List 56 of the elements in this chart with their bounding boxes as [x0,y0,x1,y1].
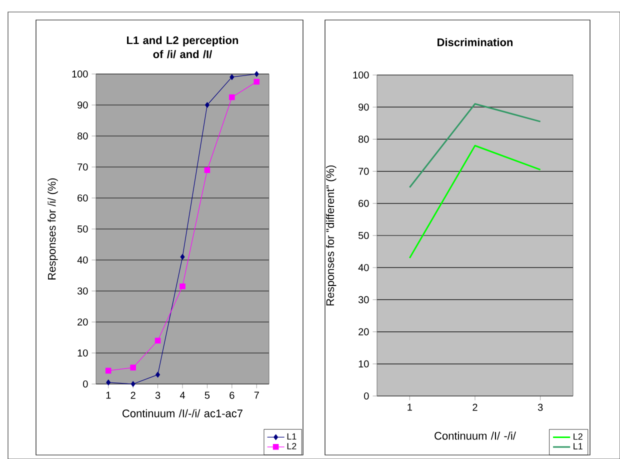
point [254,78,260,85]
x-tick-label: 6 [230,392,234,399]
point [254,71,259,77]
legend-label: L2 [287,443,296,450]
point [156,372,160,378]
y-tick-label: 20 [358,328,369,336]
y-tick-label: 40 [77,256,88,264]
chart-title: L1 and L2 perception of /i/ and /I/ [127,36,238,58]
point [180,283,186,290]
y-tick-label: 80 [358,136,369,143]
x-tick-label: 3 [155,392,160,399]
point [154,338,161,344]
point [230,74,234,80]
y-tick-label: 50 [77,225,88,233]
point [204,102,210,108]
x-tick-label: 3 [538,404,543,411]
x-tick-label: 5 [204,392,210,399]
y-axis-title: Responses for "different" (%) [326,165,336,306]
y-tick-label: 30 [77,287,88,295]
point [106,380,111,386]
y-tick-label: 0 [83,380,88,388]
x-tick-label: 7 [254,392,259,399]
x-tick-label: 2 [472,404,478,411]
y-tick-label: 70 [358,168,369,175]
y-tick-label: 100 [72,70,88,78]
y-tick-label: 40 [358,264,369,272]
legend-label: L1 [574,443,582,450]
y-tick-label: 80 [78,132,88,140]
y-tick-label: 60 [358,200,369,207]
x-axis-title: Continuum /I/-/i/ ac1-ac7 [122,409,242,418]
x-axis-title: Continuum /I/ -/i/ [434,432,516,440]
x-tick-label: 1 [106,392,111,399]
y-tick-label: 10 [78,349,88,357]
point [130,364,136,370]
y-tick-label: 0 [364,392,369,400]
point [180,254,185,260]
y-tick-label: 30 [358,296,369,304]
y-tick-label: 10 [358,360,369,368]
point [229,94,235,100]
y-tick-label: 60 [78,194,88,202]
legend-label: L1 [287,433,296,440]
point [105,368,112,374]
x-tick-label: 2 [130,392,136,399]
point [130,381,136,387]
x-tick-label: 4 [180,392,185,399]
y-tick-label: 70 [78,163,88,171]
legend-label: L2 [574,433,582,440]
y-tick-label: 90 [78,101,88,109]
y-tick-label: 100 [353,71,369,79]
y-axis-title: Responses for /i/ (%) [48,178,58,280]
point [204,167,210,173]
chart-title: Discrimination [438,38,513,46]
y-tick-label: 50 [358,232,369,240]
x-tick-label: 1 [408,404,412,411]
y-tick-label: 20 [78,318,88,326]
y-tick-label: 90 [358,104,369,111]
